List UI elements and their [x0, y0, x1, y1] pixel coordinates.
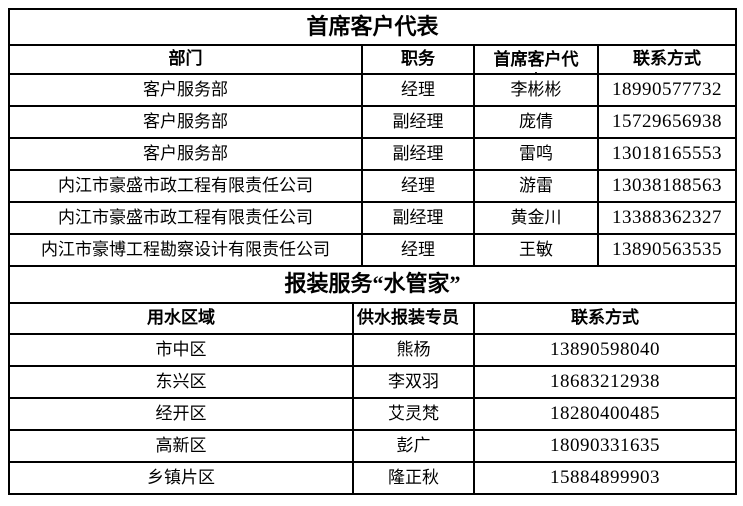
table1-header-row: 部门 职务 首席客户代表 联系方式	[8, 44, 738, 75]
name-cell: 李彬彬	[473, 73, 599, 107]
table1-header-contact: 联系方式	[596, 44, 738, 75]
name-cell: 庞倩	[473, 105, 599, 139]
position-cell: 经理	[361, 169, 475, 203]
name-cell: 游雷	[473, 169, 599, 203]
table2-header-row: 用水区域 供水报装专员 联系方式	[8, 302, 738, 335]
name-cell: 雷鸣	[473, 137, 599, 171]
table-row: 东兴区 李双羽 18683212938	[8, 365, 738, 399]
table1-title: 首席客户代表	[7, 8, 738, 46]
department-cell: 内江市豪博工程勘察设计有限责任公司	[8, 233, 363, 267]
position-cell: 副经理	[361, 201, 475, 235]
phone-cell: 13890563535	[596, 233, 738, 267]
phone-cell: 13018165553	[596, 137, 738, 171]
chief-rep-header-text: 首席客户代表	[493, 49, 579, 73]
phone-cell: 13890598040	[472, 333, 738, 367]
table-row: 经开区 艾灵梵 18280400485	[8, 397, 738, 431]
department-cell: 内江市豪盛市政工程有限责任公司	[8, 201, 363, 235]
table1-header-chief-rep: 首席客户代表	[473, 44, 599, 75]
table-row: 市中区 熊杨 13890598040	[8, 333, 738, 367]
area-cell: 市中区	[8, 333, 354, 367]
table2-header-area: 用水区域	[8, 302, 354, 335]
agent-cell: 李双羽	[352, 365, 475, 399]
phone-cell: 18090331635	[472, 429, 738, 463]
position-cell: 副经理	[361, 137, 475, 171]
agent-cell: 熊杨	[352, 333, 475, 367]
position-cell: 经理	[361, 73, 475, 107]
agent-cell: 隆正秋	[352, 461, 475, 495]
department-cell: 客户服务部	[8, 105, 363, 139]
department-cell: 客户服务部	[8, 137, 363, 171]
table-row: 内江市豪博工程勘察设计有限责任公司 经理 王敏 13890563535	[8, 233, 738, 267]
table1-title-row: 首席客户代表	[7, 8, 738, 46]
phone-cell: 18280400485	[472, 397, 738, 431]
installation-service-table: 报装服务“水管家” 用水区域 供水报装专员 联系方式 市中区 熊杨 138905…	[7, 265, 738, 495]
phone-cell: 13038188563	[596, 169, 738, 203]
table-row: 客户服务部 副经理 雷鸣 13018165553	[8, 137, 738, 171]
phone-cell: 18990577732	[596, 73, 738, 107]
department-cell: 客户服务部	[8, 73, 363, 107]
name-cell: 王敏	[473, 233, 599, 267]
agent-cell: 艾灵梵	[352, 397, 475, 431]
table-row: 内江市豪盛市政工程有限责任公司 经理 游雷 13038188563	[8, 169, 738, 203]
table2-title-row: 报装服务“水管家”	[7, 265, 738, 304]
table2-header-agent: 供水报装专员	[352, 302, 475, 335]
phone-cell: 15729656938	[596, 105, 738, 139]
department-cell: 内江市豪盛市政工程有限责任公司	[8, 169, 363, 203]
table-row: 客户服务部 副经理 庞倩 15729656938	[8, 105, 738, 139]
table-row: 客户服务部 经理 李彬彬 18990577732	[8, 73, 738, 107]
area-cell: 高新区	[8, 429, 354, 463]
chief-rep-header-clip: 首席客户代表	[476, 47, 596, 73]
table-row: 乡镇片区 隆正秋 15884899903	[8, 461, 738, 495]
table1-header-position: 职务	[361, 44, 475, 75]
agent-cell: 彭广	[352, 429, 475, 463]
area-cell: 经开区	[8, 397, 354, 431]
phone-cell: 13388362327	[596, 201, 738, 235]
area-cell: 东兴区	[8, 365, 354, 399]
phone-cell: 18683212938	[472, 365, 738, 399]
table-row: 内江市豪盛市政工程有限责任公司 副经理 黄金川 13388362327	[8, 201, 738, 235]
position-cell: 副经理	[361, 105, 475, 139]
position-cell: 经理	[361, 233, 475, 267]
table2-header-contact: 联系方式	[472, 302, 738, 335]
table-row: 高新区 彭广 18090331635	[8, 429, 738, 463]
name-cell: 黄金川	[473, 201, 599, 235]
phone-cell: 15884899903	[472, 461, 738, 495]
chief-customer-rep-table: 首席客户代表 部门 职务 首席客户代表 联系方式 客户服务部 经理 李彬彬 18…	[7, 8, 738, 267]
table1-header-department: 部门	[8, 44, 363, 75]
table2-title: 报装服务“水管家”	[7, 265, 738, 304]
area-cell: 乡镇片区	[8, 461, 354, 495]
